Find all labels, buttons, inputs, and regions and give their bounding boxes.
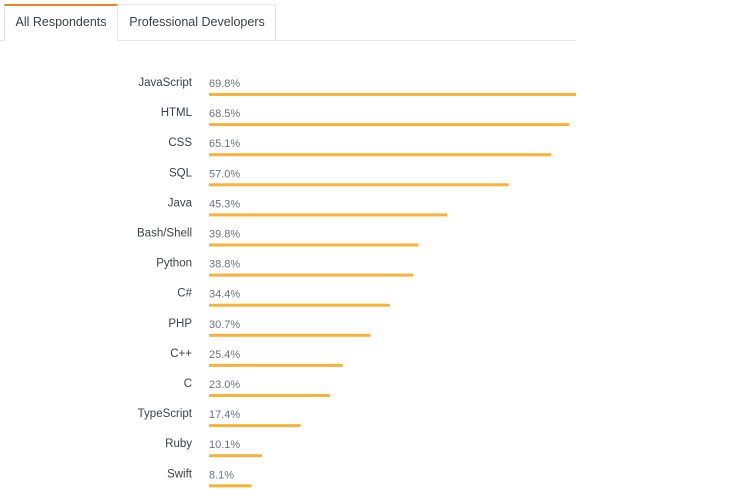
value-label-c: 23.0% [209,379,240,391]
category-label-python: Python [156,258,192,270]
bar-bash-shell [209,243,419,247]
value-label-swift: 8.1% [209,469,234,481]
category-label-javascript: JavaScript [138,77,192,89]
value-label-sql: 57.0% [209,168,240,180]
value-label-css: 65.1% [209,138,240,150]
tab-all-respondents[interactable]: All Respondents [4,4,118,41]
category-label-c: C [184,378,192,390]
value-label-php: 30.7% [209,319,240,331]
tab-bar: All Respondents Professional Developers [0,0,576,41]
category-label-typescript: TypeScript [138,408,193,420]
bar-swift [209,484,252,488]
bar-sql [209,183,509,187]
value-label-c: 34.4% [209,289,240,301]
bar-typescript [209,424,301,428]
value-label-typescript: 17.4% [209,409,240,421]
value-label-javascript: 69.8% [209,78,240,90]
bar-css [209,153,552,157]
category-label-php: PHP [168,318,192,330]
category-label-c: C++ [170,348,192,360]
bar-java [209,213,448,217]
value-label-ruby: 10.1% [209,439,240,451]
bar-c [209,303,390,307]
bar-ruby [209,454,263,458]
bar-c [209,394,330,397]
category-label-html: HTML [161,107,193,119]
category-label-ruby: Ruby [165,438,192,450]
value-label-java: 45.3% [209,198,240,210]
bar-php [209,333,371,337]
category-label-css: CSS [168,137,192,149]
value-label-bash-shell: 39.8% [209,229,240,241]
bar-javascript [209,93,576,96]
category-label-java: Java [168,197,193,209]
category-label-swift: Swift [167,468,193,480]
bar-html [209,123,570,127]
category-label-bash-shell: Bash/Shell [137,228,192,240]
tab-professional-developers[interactable]: Professional Developers [119,4,276,40]
value-label-c: 25.4% [209,349,240,361]
value-label-html: 68.5% [209,108,240,120]
category-label-c: C# [177,288,192,300]
category-label-sql: SQL [169,167,193,179]
bar-python [209,273,413,277]
bar-c [209,363,343,367]
value-label-python: 38.8% [209,259,240,271]
